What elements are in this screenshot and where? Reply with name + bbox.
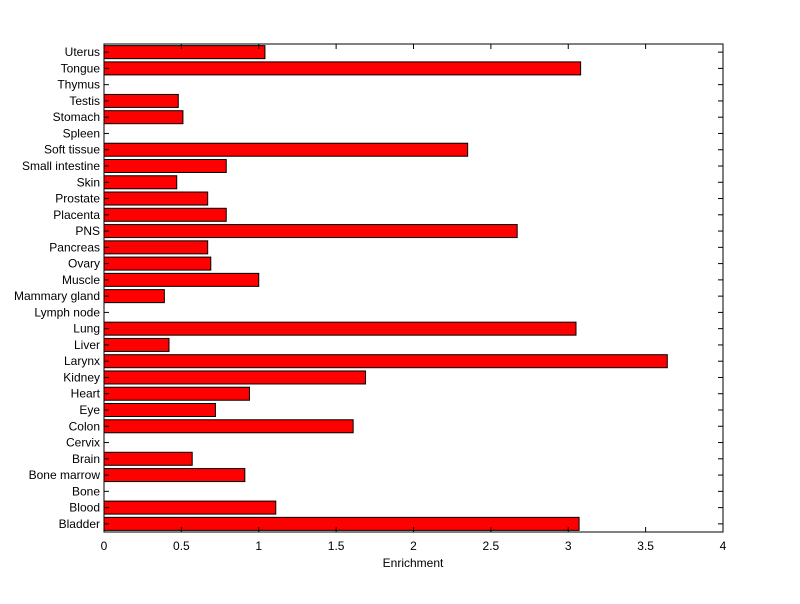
y-tick-label: Bone [72, 484, 100, 498]
y-tick-label: Bladder [59, 517, 100, 531]
bar-heart [103, 386, 250, 401]
y-tick-label: Skin [77, 175, 100, 189]
y-tick-label: Placenta [53, 208, 100, 222]
bar-bone-marrow [103, 468, 246, 483]
y-tick-label: Ovary [68, 257, 100, 271]
y-tick-label: Spleen [63, 126, 100, 140]
bar-uterus [103, 45, 266, 60]
plot-frame [103, 43, 724, 533]
x-tick-label: 3.5 [637, 539, 654, 553]
y-tick-label: Stomach [53, 110, 100, 124]
bar-placenta [103, 207, 227, 222]
bar-mammary-gland [103, 289, 165, 304]
y-tick-label: Lung [73, 322, 100, 336]
x-tick-label: 3 [565, 539, 572, 553]
bar-small-intestine [103, 158, 227, 174]
x-axis-label: Enrichment [383, 556, 444, 570]
x-tick-label: 4 [720, 539, 727, 553]
bar-soft-tissue [103, 142, 469, 157]
bar-colon [103, 419, 354, 434]
y-tick-label: Soft tissue [44, 143, 100, 157]
y-tick-label: Larynx [64, 354, 100, 368]
y-tick-label: Muscle [62, 273, 100, 287]
bar-pancreas [103, 240, 209, 255]
bar-muscle [103, 272, 260, 287]
bar-brain [103, 451, 193, 466]
y-tick-label: Eye [79, 403, 100, 417]
y-tick-label: Colon [69, 419, 100, 433]
y-tick-label: Prostate [55, 192, 100, 206]
y-tick-label: Small intestine [22, 159, 100, 173]
axes-layer [103, 43, 724, 533]
y-tick-label: Tongue [61, 61, 101, 75]
y-tick-label: Kidney [63, 370, 100, 384]
y-tick-label: Bone marrow [29, 468, 101, 482]
y-tick-label: Brain [72, 452, 100, 466]
bar-prostate [103, 191, 209, 206]
bar-larynx [103, 354, 668, 369]
y-tick-label: Mammary gland [14, 289, 100, 303]
y-tick-label: Lymph node [34, 305, 100, 319]
y-tick-label: Testis [69, 94, 100, 108]
y-tick-label: Uterus [65, 45, 100, 59]
y-tick-label: Liver [74, 338, 100, 352]
x-tick-label: 1.5 [328, 539, 345, 553]
x-tick-label: 0.5 [173, 539, 190, 553]
bar-kidney [103, 370, 367, 385]
bar-lung [103, 321, 577, 336]
y-tick-label: Heart [71, 387, 101, 401]
labels-layer: Bladder Blood Bone Bone marrow Brain Cervix Co… [14, 45, 727, 553]
bar-pns [103, 224, 518, 239]
y-tick-label: Pancreas [49, 240, 100, 254]
bar-tongue [103, 61, 582, 76]
bar-eye [103, 402, 216, 417]
x-tick-label: 2.5 [483, 539, 500, 553]
y-tick-label: Blood [69, 501, 100, 515]
bar-ovary [103, 256, 212, 271]
bar-liver [103, 337, 170, 352]
x-tick-label: 0 [101, 539, 108, 553]
y-tick-label: Thymus [57, 78, 100, 92]
bar-stomach [103, 110, 184, 125]
x-tick-label: 2 [410, 539, 417, 553]
bar-skin [103, 175, 178, 190]
bar-bladder [103, 516, 580, 531]
bar-blood [103, 500, 277, 515]
bar-testis [103, 93, 179, 108]
bars-layer [103, 45, 668, 531]
y-tick-label: PNS [75, 224, 100, 238]
y-tick-label: Cervix [66, 436, 100, 450]
x-tick-label: 1 [255, 539, 262, 553]
